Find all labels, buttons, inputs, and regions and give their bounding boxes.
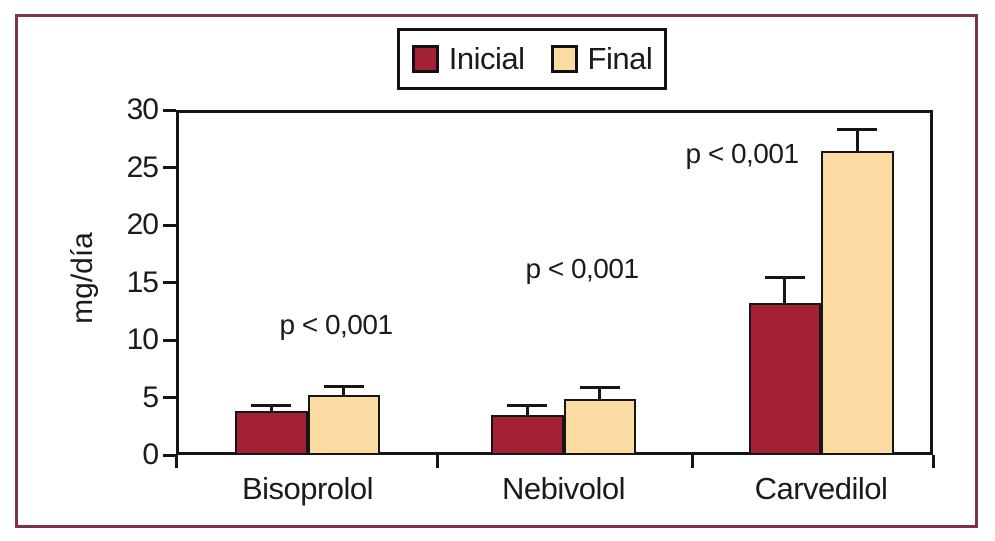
bar-inicial-nebivolol <box>491 414 564 455</box>
error-bar-stem <box>783 277 787 305</box>
y-axis-tick <box>163 338 176 342</box>
legend-item-final: Final <box>550 41 653 77</box>
y-axis-tick-label: 10 <box>126 323 159 356</box>
y-axis-tick <box>163 108 176 112</box>
x-axis-tick <box>435 455 439 468</box>
legend-label-final: Final <box>587 41 653 76</box>
bar-final-nebivolol <box>563 398 636 455</box>
y-axis-tick-label: 30 <box>126 93 159 126</box>
bar-final-carvedilol <box>821 151 894 455</box>
error-bar-cap <box>323 384 364 388</box>
y-axis-tick-label: 5 <box>142 380 159 414</box>
error-bar-cap <box>764 276 805 280</box>
x-axis-tick <box>931 455 935 468</box>
y-axis-tick-label: 25 <box>126 150 159 184</box>
x-axis-tick <box>690 455 694 468</box>
category-label-bisoprolol: Bisoprolol <box>241 471 374 506</box>
y-axis-tick <box>163 223 176 227</box>
error-bar-cap <box>579 385 620 389</box>
error-bar-stem <box>598 387 602 400</box>
y-axis-tick-label: 0 <box>142 438 159 471</box>
category-label-carvedilol: Carvedilol <box>754 471 888 506</box>
legend-label-inicial: Inicial <box>448 41 525 76</box>
error-bar-cap <box>251 404 292 408</box>
bar-final-bisoprolol <box>307 395 380 455</box>
error-bar-stem <box>855 129 859 153</box>
p-value-annotation-nebivolol: p < 0,001 <box>525 253 639 284</box>
legend: Inicial Final <box>397 28 667 90</box>
error-bar-cap <box>507 404 548 408</box>
x-axis-tick <box>174 455 178 468</box>
y-axis-tick <box>163 166 176 169</box>
y-axis-tick <box>163 396 176 399</box>
y-axis-tick-label: 15 <box>126 265 159 299</box>
p-value-annotation-carvedilol: p < 0,001 <box>685 138 799 169</box>
error-bar-cap <box>837 128 878 132</box>
y-axis-tick <box>163 281 176 284</box>
category-label-nebivolol: Nebivolol <box>501 471 626 506</box>
error-bar-stem <box>525 405 529 416</box>
bar-inicial-carvedilol <box>748 303 821 455</box>
bar-inicial-bisoprolol <box>235 411 308 455</box>
legend-item-inicial: Inicial <box>411 41 525 77</box>
error-bar-stem <box>269 405 273 413</box>
legend-swatch-inicial-icon <box>411 45 439 73</box>
y-axis-tick-label: 20 <box>126 208 159 241</box>
legend-swatch-final-icon <box>550 45 578 73</box>
p-value-annotation-bisoprolol: p < 0,001 <box>279 309 393 340</box>
error-bar-stem <box>342 386 346 397</box>
y-axis-tick <box>163 453 176 457</box>
